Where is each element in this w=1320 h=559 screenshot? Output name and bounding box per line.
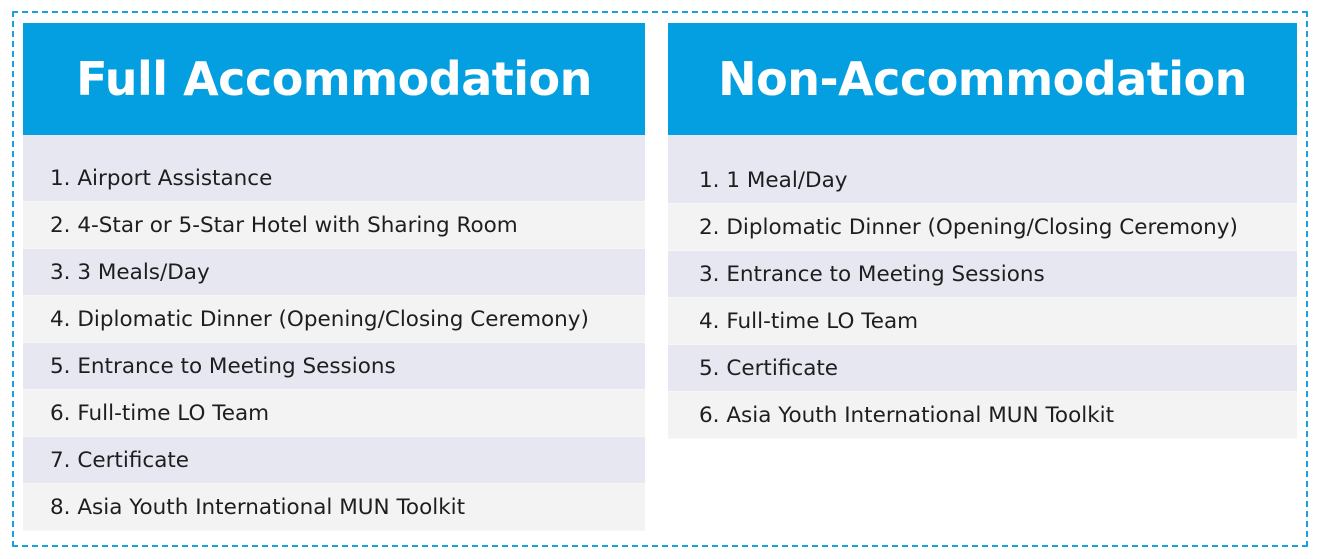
list-item: 3. 3 Meals/Day <box>23 249 645 296</box>
full-accommodation-title: Full Accommodation <box>23 23 645 135</box>
list-item: 6. Asia Youth International MUN Toolkit <box>668 392 1297 439</box>
non-accommodation-list: 1. 1 Meal/Day 2. Diplomatic Dinner (Open… <box>668 135 1297 439</box>
list-item: 7. Certificate <box>23 437 645 484</box>
full-accommodation-list: 1. Airport Assistance 2. 4-Star or 5-Sta… <box>23 135 645 531</box>
non-accommodation-title: Non-Accommodation <box>668 23 1297 135</box>
list-item: 8. Asia Youth International MUN Toolkit <box>23 484 645 531</box>
non-accommodation-card: Non-Accommodation 1. 1 Meal/Day 2. Diplo… <box>668 23 1297 439</box>
list-item: 4. Full-time LO Team <box>668 298 1297 345</box>
list-item: 4. Diplomatic Dinner (Opening/Closing Ce… <box>23 296 645 343</box>
list-item: 6. Full-time LO Team <box>23 390 645 437</box>
list-item: 3. Entrance to Meeting Sessions <box>668 251 1297 298</box>
list-item: 1. 1 Meal/Day <box>668 157 1297 204</box>
dashed-outer-border <box>12 11 1308 547</box>
list-item: 1. Airport Assistance <box>23 155 645 202</box>
list-item: 2. Diplomatic Dinner (Opening/Closing Ce… <box>668 204 1297 251</box>
list-item: 2. 4-Star or 5-Star Hotel with Sharing R… <box>23 202 645 249</box>
list-item: 5. Entrance to Meeting Sessions <box>23 343 645 390</box>
list-item: 5. Certificate <box>668 345 1297 392</box>
full-accommodation-card: Full Accommodation 1. Airport Assistance… <box>23 23 645 531</box>
